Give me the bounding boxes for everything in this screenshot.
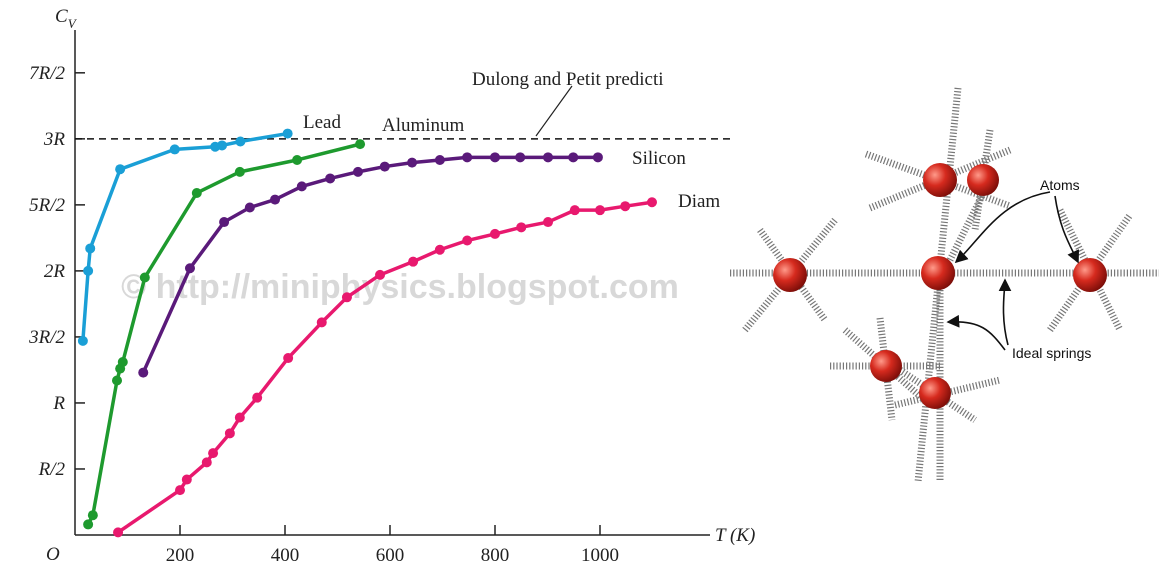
y-axis-label: CV (55, 6, 78, 31)
data-point (113, 527, 124, 538)
x-tick-label: 800 (481, 545, 510, 566)
data-point (569, 205, 580, 216)
data-point (219, 217, 230, 228)
data-point (244, 202, 255, 213)
data-point (85, 243, 96, 254)
data-point (407, 157, 418, 168)
data-point (138, 367, 149, 378)
data-point (379, 161, 390, 172)
data-point (270, 194, 281, 205)
x-axis-label: T (K) (715, 525, 755, 546)
data-point (490, 152, 500, 163)
data-point (515, 152, 526, 163)
data-point (316, 317, 327, 328)
data-point (434, 154, 445, 165)
data-point (184, 263, 195, 274)
diagram-label: Atoms (1040, 177, 1080, 193)
series-line (117, 200, 653, 534)
y-label-sub: V (68, 16, 78, 31)
lattice-diagram (730, 87, 1159, 483)
reference-pointer (535, 85, 573, 137)
data-point (516, 222, 527, 233)
data-point (434, 244, 445, 255)
data-point (117, 357, 128, 368)
data-point (112, 375, 122, 386)
series-label: Lead (303, 112, 341, 133)
data-point (325, 173, 336, 184)
data-point (217, 140, 227, 151)
y-label-main: C (55, 6, 68, 27)
reference-label: Dulong and Petit predicti (472, 69, 664, 90)
data-point (408, 256, 419, 267)
data-point (181, 474, 192, 485)
data-point (595, 205, 605, 216)
y-tick-label: 2R (44, 261, 66, 282)
series-line (81, 131, 288, 342)
origin-label: O (46, 544, 60, 565)
x-tick-label: 200 (166, 545, 195, 566)
series-label: Silicon (632, 148, 686, 169)
data-point (208, 448, 219, 459)
series-label: Aluminum (382, 115, 465, 136)
x-tick-label: 400 (271, 545, 300, 566)
y-tick-label: 5R/2 (29, 195, 65, 216)
data-point (201, 457, 212, 468)
y-tick-label: R (52, 393, 65, 414)
data-point (646, 197, 657, 208)
y-tick-label: 3R/2 (28, 327, 65, 348)
data-point (87, 510, 98, 521)
series-line (141, 155, 598, 374)
data-point (592, 152, 603, 163)
x-tick-label: 1000 (581, 545, 619, 566)
y-tick-label: 7R/2 (29, 63, 65, 84)
data-point (139, 272, 150, 283)
data-point (283, 353, 294, 364)
data-point (234, 412, 245, 423)
data-point (352, 166, 363, 177)
data-point (83, 265, 94, 276)
data-point (224, 428, 235, 439)
data-point (355, 139, 366, 150)
data-point (543, 217, 554, 228)
data-point (83, 519, 94, 530)
data-point (292, 154, 303, 165)
data-point (341, 292, 352, 303)
data-point (235, 136, 246, 147)
data-point (175, 485, 185, 496)
x-tick-label: 600 (376, 545, 405, 566)
data-point (115, 164, 126, 175)
data-point (620, 201, 631, 212)
y-tick-label: 3R (43, 129, 66, 150)
data-point (568, 152, 579, 163)
series-label: Diam (678, 191, 720, 212)
data-point (462, 152, 473, 163)
data-point (234, 166, 245, 177)
data-point (296, 181, 307, 192)
data-point (282, 128, 293, 139)
data-point (77, 335, 88, 346)
data-point (375, 269, 386, 280)
data-point (490, 228, 500, 239)
series-line (86, 142, 361, 526)
data-point (169, 144, 180, 155)
diagram-label: Ideal springs (1012, 345, 1091, 361)
data-point (543, 152, 554, 163)
data-point (252, 392, 263, 403)
watermark: © http://miniphysics.blogspot.com (121, 268, 679, 306)
data-point (191, 187, 202, 198)
data-point (462, 235, 473, 246)
y-tick-label: R/2 (38, 459, 66, 480)
